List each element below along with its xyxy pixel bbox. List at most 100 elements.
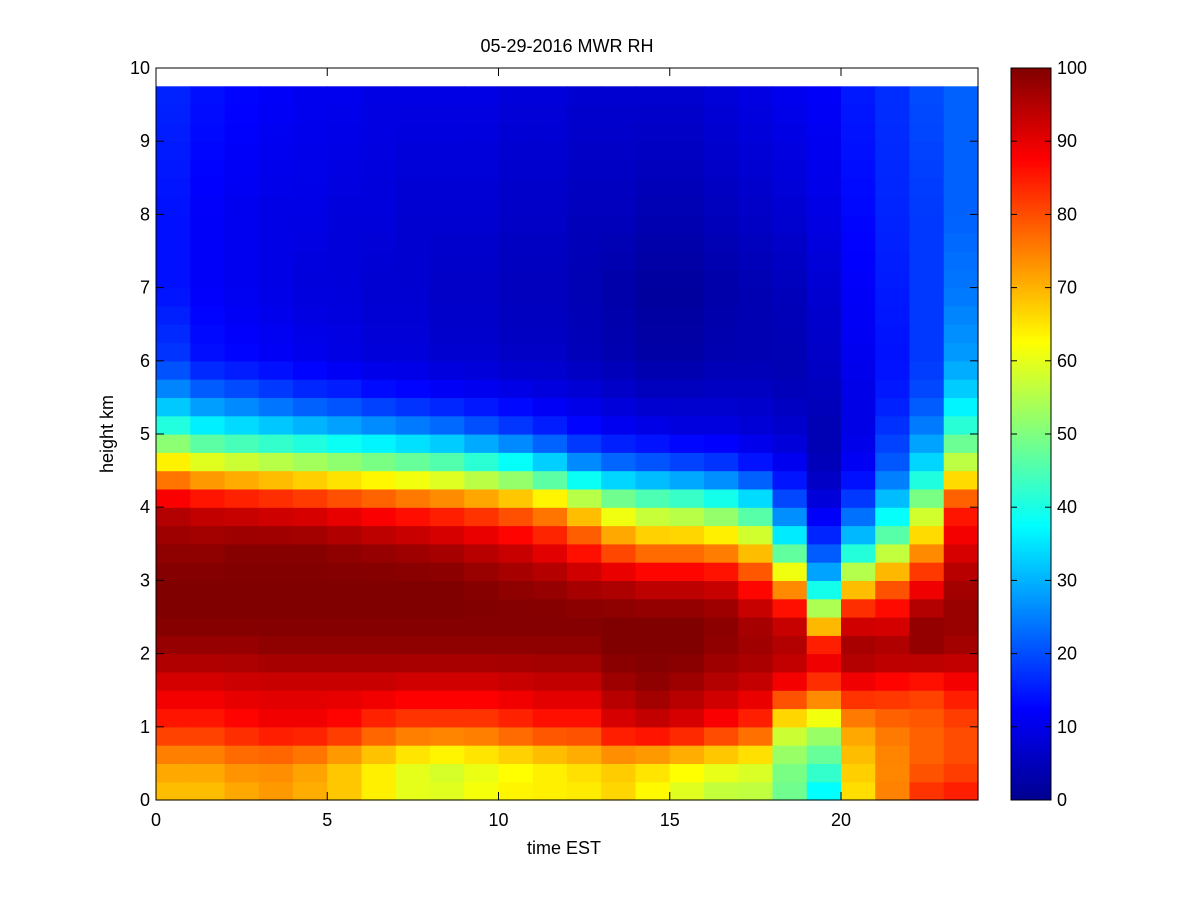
heatmap-cell (327, 141, 363, 161)
y-tick-label: 6 (140, 351, 150, 371)
heatmap-cell (669, 726, 705, 746)
heatmap-cell (258, 342, 294, 362)
heatmap-cell (738, 232, 774, 252)
heatmap-cell (190, 434, 226, 453)
heatmap-cell (567, 269, 602, 289)
heatmap-cell (430, 379, 465, 398)
heatmap-cell (601, 342, 637, 362)
heatmap-cell (498, 745, 534, 764)
heatmap-cell (909, 452, 945, 472)
heatmap-cell (943, 342, 979, 362)
heatmap-cell (327, 232, 363, 252)
heatmap-cell (498, 251, 534, 270)
heatmap-cell (635, 269, 671, 289)
heatmap-cell (361, 232, 397, 252)
heatmap-cell (190, 745, 226, 764)
heatmap-cell (738, 141, 774, 161)
heatmap-cell (875, 470, 911, 490)
heatmap-cell (669, 635, 705, 655)
heatmap-cell (738, 434, 774, 453)
heatmap-cell (156, 196, 191, 215)
heatmap-cell (361, 580, 397, 600)
heatmap-cell (704, 562, 739, 581)
heatmap-cell (601, 434, 637, 453)
heatmap-cell (464, 177, 500, 197)
heatmap-cell (190, 141, 226, 161)
heatmap-cell (190, 232, 226, 252)
heatmap-cell (327, 580, 363, 600)
heatmap-cell (224, 232, 260, 252)
heatmap-cell (943, 86, 979, 106)
heatmap-cell (704, 452, 739, 472)
heatmap-cell (532, 141, 568, 161)
heatmap-cell (841, 653, 876, 673)
heatmap-cell (875, 488, 911, 508)
heatmap-cell (567, 324, 602, 344)
heatmap-cell (704, 598, 739, 618)
heatmap-cell (772, 324, 808, 344)
heatmap-cell (395, 580, 431, 600)
heatmap-cell (293, 635, 328, 655)
heatmap-cell (395, 305, 431, 325)
heatmap-cell (943, 726, 979, 746)
heatmap-cell (943, 470, 979, 490)
heatmap-cell (293, 305, 328, 325)
heatmap-cell (190, 415, 226, 435)
heatmap-cell (875, 671, 911, 691)
colorbar (1010, 67, 1052, 801)
heatmap-cell (190, 287, 226, 307)
heatmap-cell (806, 525, 842, 545)
heatmap-cell (361, 434, 397, 453)
heatmap-cell (327, 726, 363, 746)
heatmap-cell (498, 653, 534, 673)
heatmap-cell (224, 653, 260, 673)
heatmap-cell (430, 122, 465, 142)
heatmap-cell (327, 122, 363, 142)
heatmap-cell (567, 122, 602, 142)
heatmap-cell (156, 342, 191, 362)
heatmap-cell (772, 141, 808, 161)
heatmap-cell (704, 141, 739, 161)
heatmap-cell (293, 379, 328, 398)
heatmap-cell (327, 763, 363, 783)
heatmap-cell (943, 452, 979, 472)
heatmap-cell (190, 635, 226, 655)
heatmap-cell (190, 196, 226, 215)
heatmap-cell (395, 507, 431, 527)
heatmap-cell (395, 214, 431, 234)
heatmap-cell (841, 177, 876, 197)
heatmap-cell (532, 470, 568, 490)
heatmap-cell (909, 470, 945, 490)
heatmap-cell (841, 434, 876, 453)
heatmap-cell (772, 580, 808, 600)
heatmap-cell (361, 122, 397, 142)
y-tick-label: 8 (140, 204, 150, 224)
heatmap-cell (498, 708, 534, 728)
heatmap-cell (841, 543, 876, 563)
heatmap-cell (567, 287, 602, 307)
heatmap-cell (669, 104, 705, 124)
heatmap-cell (156, 104, 191, 124)
y-tick-label: 1 (140, 717, 150, 737)
heatmap-cell (498, 141, 534, 161)
heatmap-cell (395, 269, 431, 289)
heatmap-cell (532, 543, 568, 563)
heatmap-cell (635, 434, 671, 453)
heatmap-cell (772, 708, 808, 728)
heatmap-cell (293, 488, 328, 508)
heatmap-cell (738, 488, 774, 508)
heatmap-cell (909, 543, 945, 563)
heatmap-cell (293, 580, 328, 600)
heatmap-cell (943, 543, 979, 563)
heatmap-cell (875, 434, 911, 453)
heatmap-cell (327, 598, 363, 618)
heatmap-cell (327, 507, 363, 527)
heatmap-cell (841, 159, 876, 179)
heatmap-cell (635, 196, 671, 215)
heatmap-cell (909, 269, 945, 289)
colorbar-tick-label: 30 (1057, 570, 1077, 590)
heatmap-cell (943, 507, 979, 527)
heatmap-cell (190, 177, 226, 197)
heatmap-cell (909, 598, 945, 618)
heatmap-cell (361, 525, 397, 545)
